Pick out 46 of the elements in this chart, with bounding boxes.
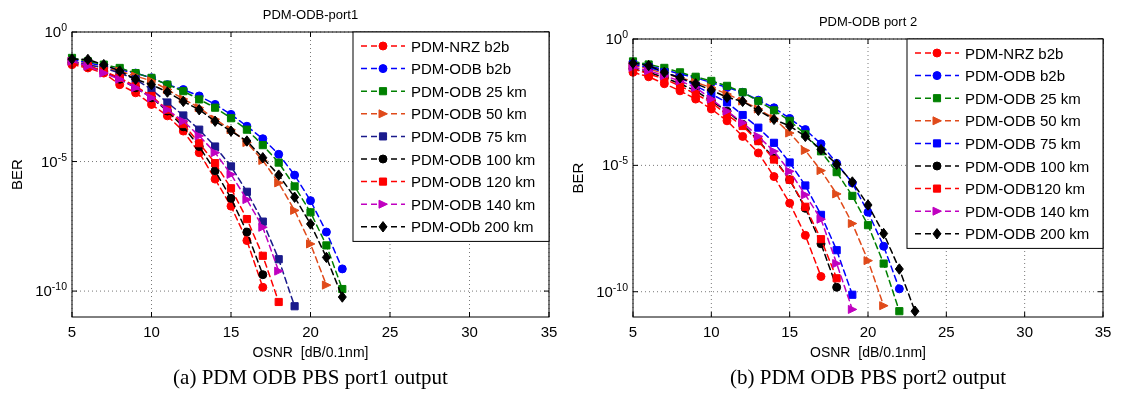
text: (b) PDM ODB PBS port2 output [730, 365, 1007, 389]
x-tick-label: 15 [781, 323, 799, 340]
y-tick-label: 10$^{0}$ [44, 21, 68, 40]
text: (a) PDM ODB PBS port1 output [173, 365, 449, 389]
x-axis-title: OSNR [dB/0.1nm] [810, 344, 926, 360]
y-axis-title: BER [569, 162, 586, 194]
y-axis-title: BER [8, 158, 25, 190]
legend-label: PDM-ODB b2b [965, 67, 1066, 85]
x-tick-label: 5 [67, 323, 77, 340]
x-axis-title: OSNR [dB/0.1nm] [252, 344, 369, 360]
y-tick-label: 10$^{-5}$ [601, 154, 629, 174]
y-tick-label: 10$^{-10}$ [596, 280, 629, 300]
x-tick-label: 10 [702, 323, 720, 340]
legend-label: PDM-ODB 100 km [965, 157, 1090, 175]
y-tick-label: 10$^{-10}$ [35, 280, 68, 300]
x-tick-label: 25 [381, 323, 399, 340]
y-tick-label: 10$^{-5}$ [40, 150, 68, 170]
x-tick-label: 25 [937, 323, 955, 340]
x-tick-label: 20 [302, 323, 319, 340]
chart-title: PDM-ODB-port1 [262, 7, 359, 22]
x-tick-label: 30 [461, 323, 478, 340]
x-tick-label: 10 [143, 323, 160, 340]
legend-label: PDM-ODb 200 km [411, 218, 534, 236]
legend-label: PDM-ODB 75 km [965, 134, 1081, 152]
legend-label: PDM-NRZ b2b [965, 44, 1064, 62]
legend-label: PDM-ODB 50 km [411, 105, 527, 123]
chart-title: PDM-ODB port 2 [818, 14, 918, 29]
legend-label: PDM-ODB 25 km [411, 82, 527, 100]
y-tick-label: 10$^{0}$ [605, 28, 629, 47]
legend-label: PDM-ODB 25 km [965, 89, 1081, 107]
x-tick-label: 15 [222, 323, 240, 340]
legend-label: PDM-ODB b2b [411, 60, 512, 78]
legend-label: PDM-ODB 100 km [411, 150, 536, 168]
x-tick-label: 5 [628, 323, 638, 340]
legend-label: PDM-ODB 50 km [965, 112, 1081, 130]
x-tick-label: 35 [540, 323, 558, 340]
legend-label: PDM-ODB 140 km [411, 195, 536, 213]
legend-label: PDM-ODB 75 km [411, 127, 527, 145]
x-tick-label: 35 [1094, 323, 1112, 340]
legend-label: PDM-ODB 140 km [965, 202, 1090, 220]
legend-label: PDM-NRZ b2b [411, 37, 510, 55]
x-tick-label: 30 [1016, 323, 1034, 340]
legend-label: PDM-ODB 120 km [411, 173, 536, 191]
legend-label: PDM-ODB 200 km [965, 225, 1090, 243]
legend-label: PDM-ODB120 km [965, 180, 1086, 198]
x-tick-label: 20 [859, 323, 877, 340]
